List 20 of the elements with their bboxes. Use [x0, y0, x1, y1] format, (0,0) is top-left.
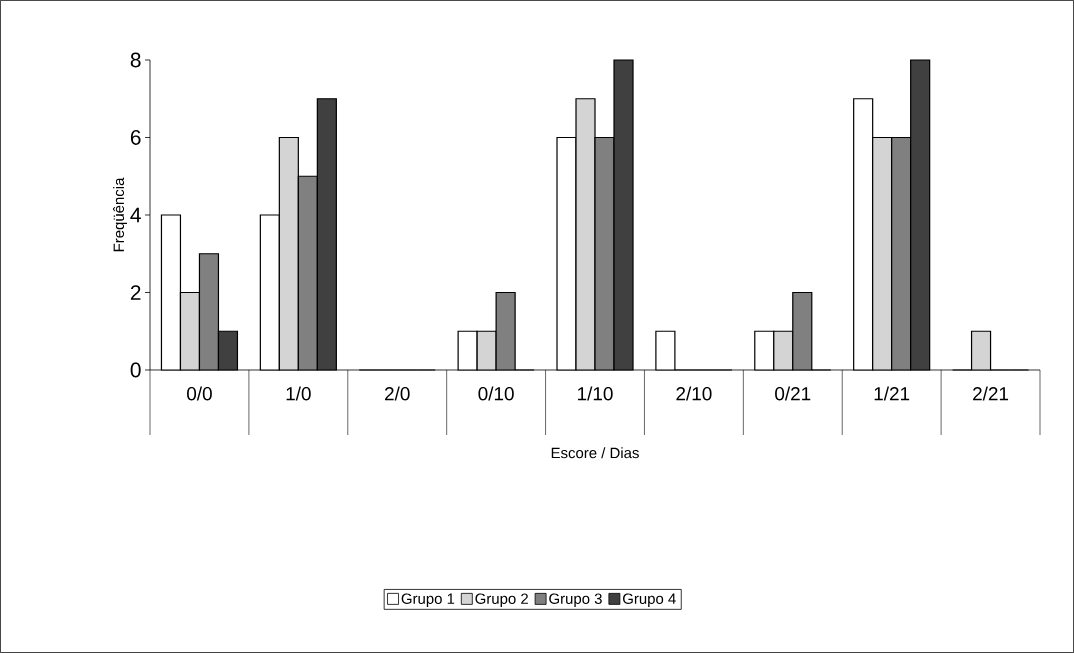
x-tick-label: 1/21	[874, 386, 910, 401]
legend-label: Grupo 3	[549, 593, 602, 607]
y-tick-label: 4	[130, 207, 141, 223]
x-tick-label: 0/10	[478, 386, 514, 401]
y-tick-label: 2	[130, 285, 141, 300]
x-tick-label: 2/10	[676, 386, 712, 401]
legend-label: Grupo 1	[401, 593, 455, 607]
y-tick-label: 6	[130, 130, 141, 145]
legend-label: Grupo 2	[475, 593, 528, 607]
legend-label: Grupo 4	[623, 593, 676, 607]
y-tick-label: 8	[130, 52, 141, 68]
x-tick-label: 0/21	[775, 386, 811, 401]
x-axis-title: Escore / Dias	[551, 447, 639, 459]
x-tick-label: 1/0	[286, 386, 311, 401]
y-tick-label: 0	[130, 362, 141, 378]
y-axis-title: Freqüência	[113, 177, 128, 252]
x-tick-label: 2/0	[385, 386, 410, 401]
x-tick-label: 2/21	[973, 386, 1009, 401]
x-tick-label: 0/0	[187, 386, 212, 401]
x-tick-label: 1/10	[578, 386, 613, 401]
